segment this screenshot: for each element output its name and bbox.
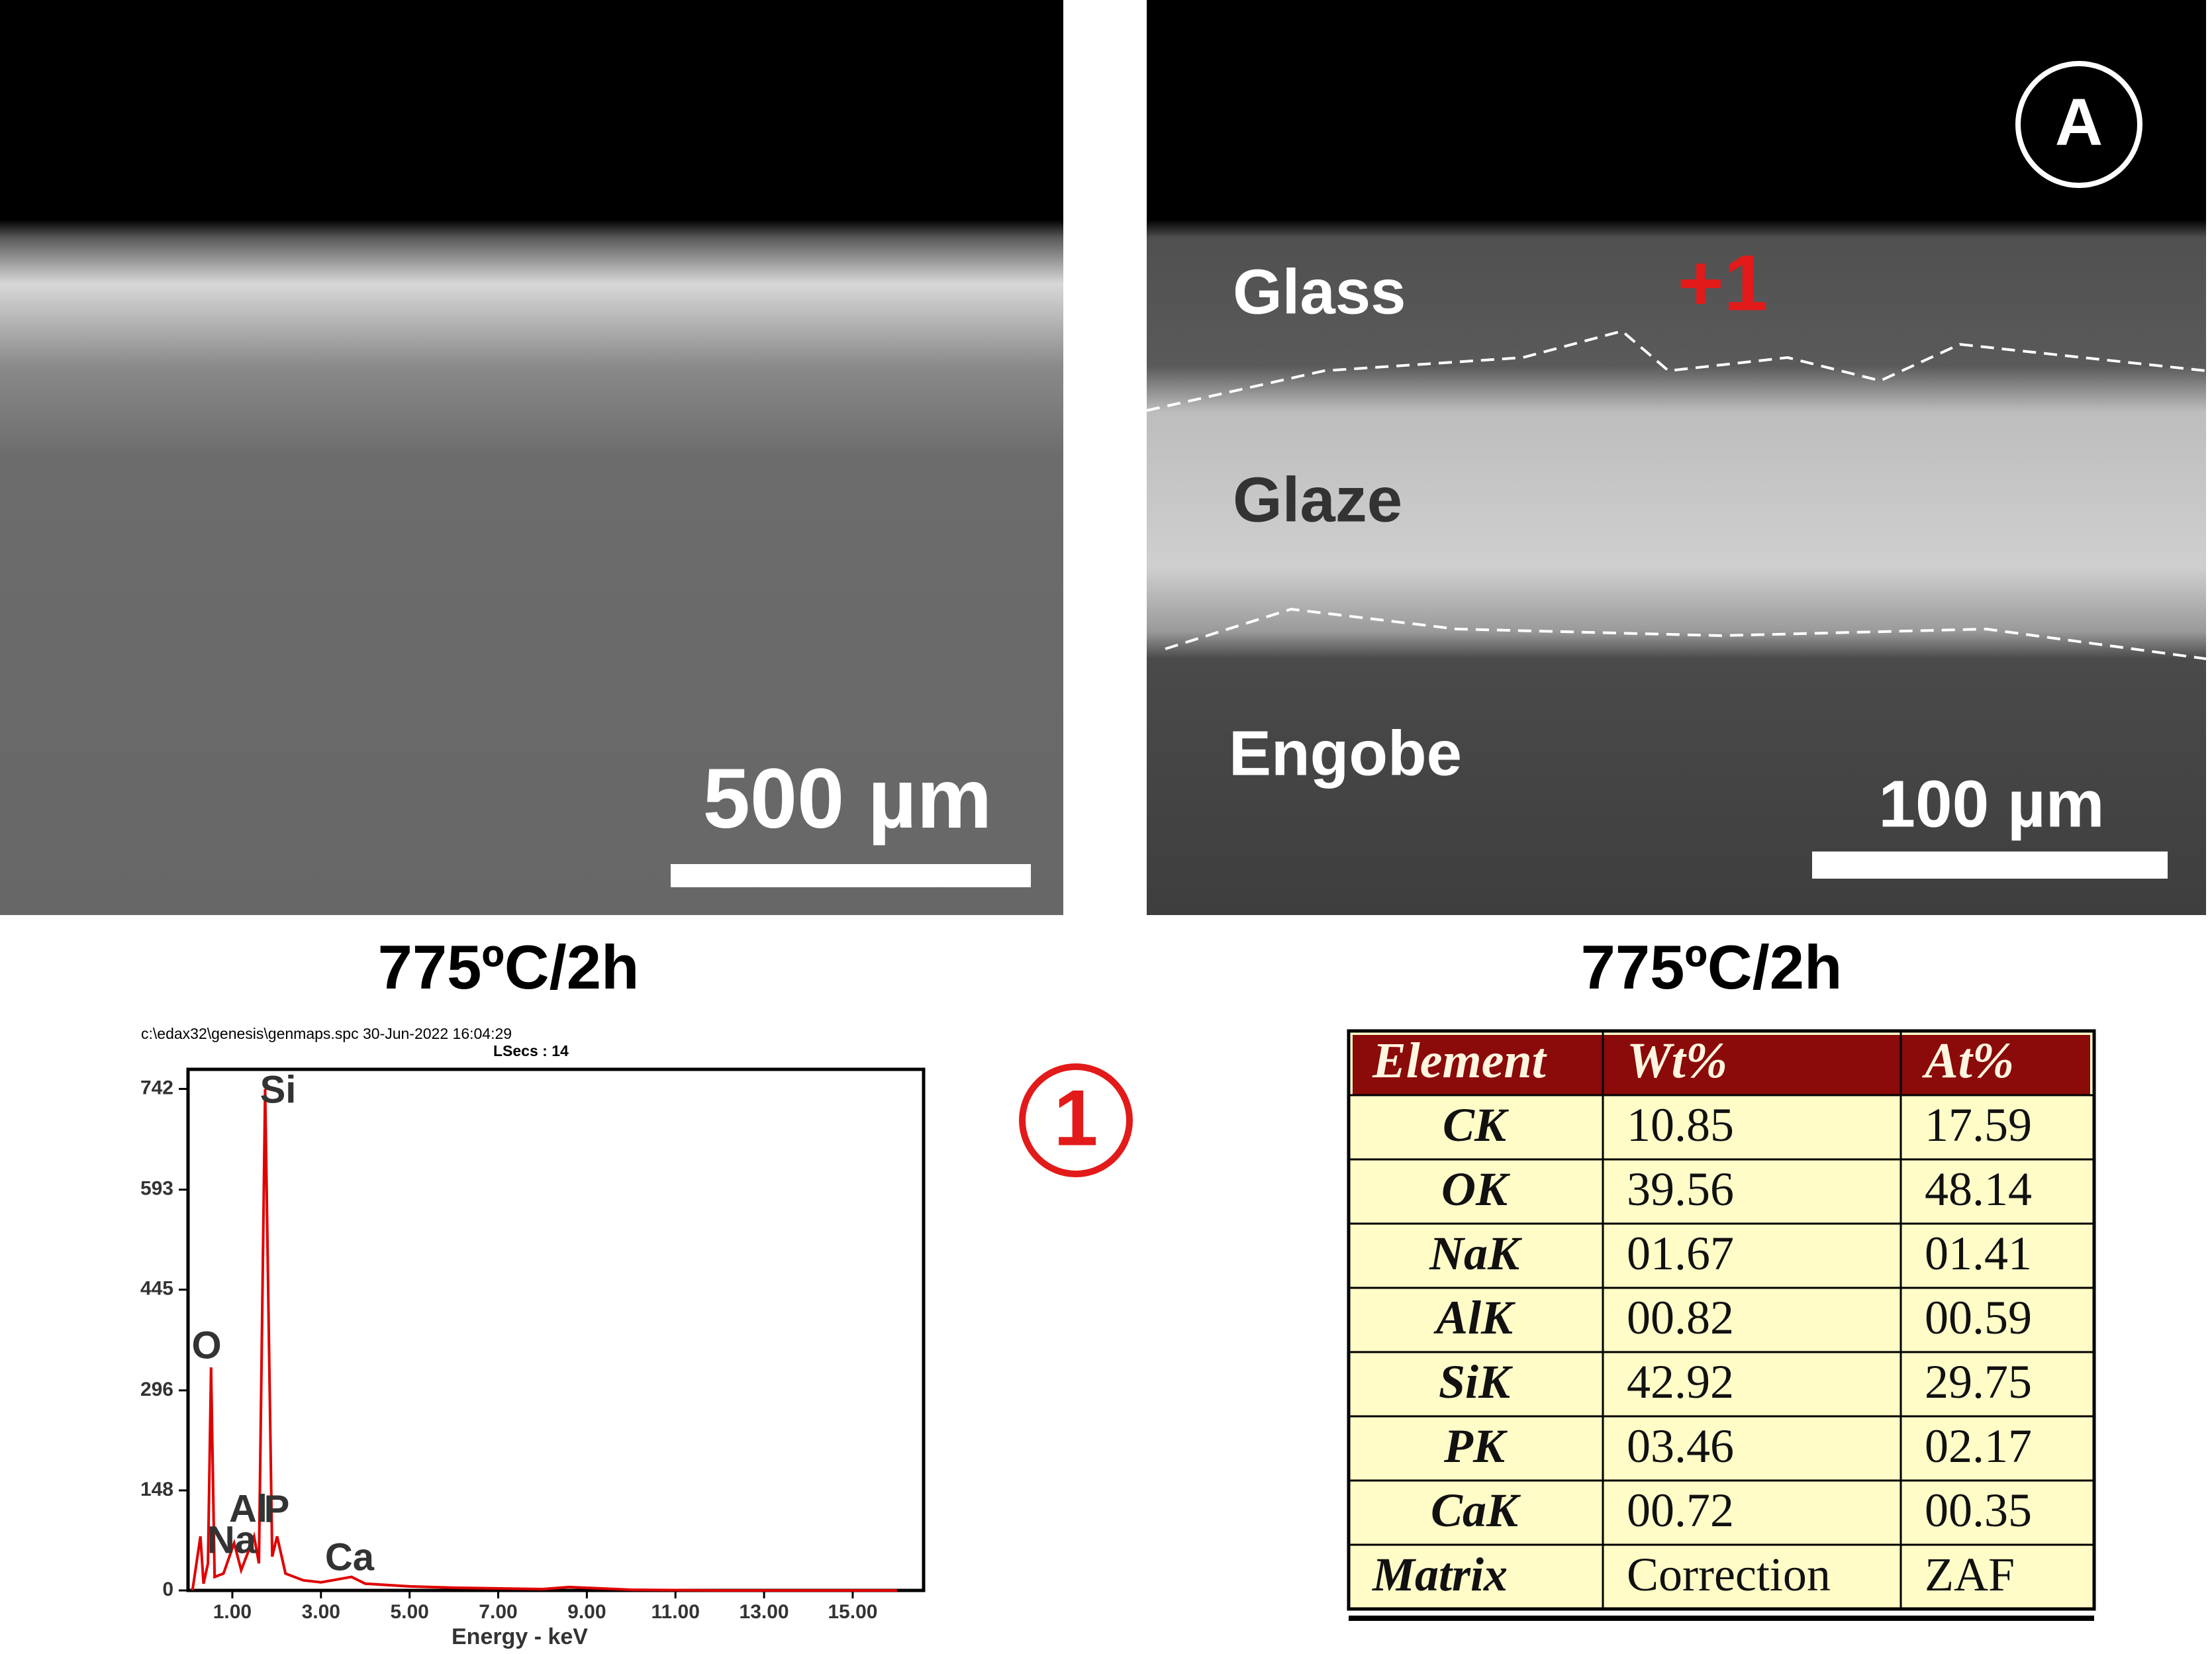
scale-bar xyxy=(671,864,1031,887)
table: Element Wt% At% CK 10.85 17.59 OK 39.56 48.14 NaK… xyxy=(1347,1029,2096,1621)
peak-label: Al xyxy=(229,1487,267,1530)
marker-badge xyxy=(1019,1063,1133,1177)
peak-label: Si xyxy=(260,1068,297,1111)
cell: 01.41 xyxy=(1925,1227,2032,1280)
x-tick-label: 1.00 xyxy=(213,1601,252,1623)
cell: CK xyxy=(1443,1098,1510,1151)
region-label: Glass xyxy=(1233,256,1406,327)
cell: Matrix xyxy=(1372,1548,1508,1601)
cell: ZAF xyxy=(1925,1548,2015,1601)
cell: 17.59 xyxy=(1925,1098,2032,1151)
header-cell: At% xyxy=(1922,1033,2014,1089)
caption: 775ºC/2h xyxy=(1581,932,1843,1002)
sem-image xyxy=(0,0,1063,915)
cell: 39.56 xyxy=(1627,1163,1734,1216)
file-info: c:\edax32\genesis\genmaps.spc 30-Jun-202… xyxy=(141,1025,512,1042)
x-tick-label: 7.00 xyxy=(479,1601,517,1623)
table-bg xyxy=(1347,1029,2096,1611)
cell: 00.82 xyxy=(1627,1291,1734,1344)
cell: NaK xyxy=(1429,1227,1523,1280)
x-tick-label: 15.00 xyxy=(828,1601,877,1623)
scale-bar xyxy=(1812,851,2168,879)
point-label: +1 xyxy=(1678,239,1768,328)
lsecs: LSecs : 14 xyxy=(493,1042,569,1059)
peak-label: P xyxy=(264,1487,290,1530)
peak-label: Na xyxy=(207,1518,257,1561)
cell: 10.85 xyxy=(1627,1098,1734,1151)
x-tick-label: 11.00 xyxy=(651,1601,699,1623)
plot-frame xyxy=(186,1067,926,1592)
spectrum-line xyxy=(191,1089,897,1592)
cell: OK xyxy=(1441,1163,1511,1216)
sem-image xyxy=(1147,0,2206,915)
cell: 00.59 xyxy=(1925,1291,2032,1344)
cell: SiK xyxy=(1439,1355,1514,1408)
y-tick-label: 742 xyxy=(140,1077,173,1099)
scale-label: 500 µm xyxy=(703,752,992,846)
marker-label: 1 xyxy=(1054,1074,1098,1163)
cell: 29.75 xyxy=(1925,1355,2032,1408)
caption: 775ºC/2h xyxy=(378,932,640,1002)
header-bg xyxy=(1353,1035,2090,1095)
cell: PK xyxy=(1443,1420,1508,1473)
panel-label: A xyxy=(2055,85,2103,159)
spectrum: c:\edax32\genesis\genmaps.spc 30-Jun-202… xyxy=(140,1025,926,1649)
cell: 02.17 xyxy=(1925,1420,2032,1473)
cell: CaK xyxy=(1431,1484,1521,1537)
x-tick-label: 9.00 xyxy=(567,1601,606,1623)
cell: 00.35 xyxy=(1925,1484,2032,1537)
header-cell: Wt% xyxy=(1627,1033,1727,1089)
cell: 48.14 xyxy=(1925,1163,2032,1216)
x-axis-label: Energy - keV xyxy=(452,1624,588,1649)
y-tick-label: 0 xyxy=(162,1579,173,1600)
cell: 00.72 xyxy=(1627,1484,1734,1537)
region-label: Glaze xyxy=(1233,464,1402,535)
peak-label: Ca xyxy=(325,1535,375,1579)
y-tick-label: 445 xyxy=(140,1278,173,1300)
cell: AlK xyxy=(1433,1291,1516,1344)
boundary xyxy=(1165,607,2207,660)
cell: Correction xyxy=(1627,1548,1831,1601)
x-tick-label: 3.00 xyxy=(302,1601,340,1623)
cell: 01.67 xyxy=(1627,1227,1734,1280)
panel-badge xyxy=(2015,61,2142,188)
x-tick-label: 5.00 xyxy=(390,1601,428,1623)
peak-label: O xyxy=(191,1324,221,1367)
scale-label: 100 µm xyxy=(1878,767,2104,841)
cell: 03.46 xyxy=(1627,1420,1734,1473)
y-tick-label: 593 xyxy=(140,1178,173,1200)
x-tick-label: 13.00 xyxy=(740,1601,789,1623)
region-label: Engobe xyxy=(1229,718,1462,789)
y-tick-label: 148 xyxy=(140,1479,173,1500)
cell: 42.92 xyxy=(1627,1355,1734,1408)
header-cell: Element xyxy=(1372,1033,1548,1089)
y-tick-label: 296 xyxy=(140,1379,173,1400)
